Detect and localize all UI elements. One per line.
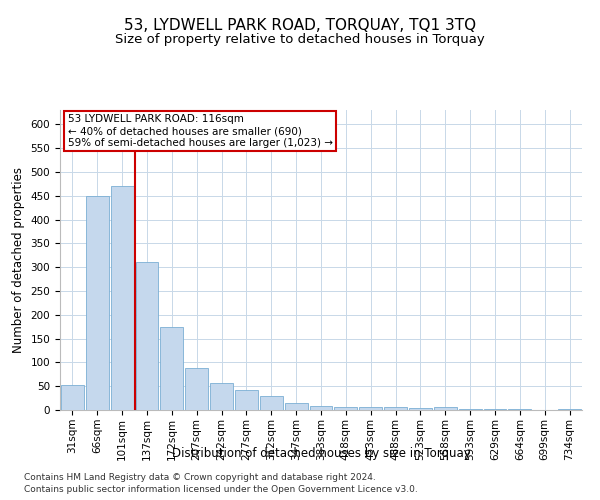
Bar — [484, 409, 506, 410]
Bar — [459, 408, 482, 410]
Bar — [384, 407, 407, 410]
Bar — [136, 262, 158, 410]
Bar — [310, 406, 332, 410]
Text: 53, LYDWELL PARK ROAD, TORQUAY, TQ1 3TQ: 53, LYDWELL PARK ROAD, TORQUAY, TQ1 3TQ — [124, 18, 476, 32]
Bar — [61, 385, 84, 410]
Bar — [235, 390, 258, 410]
Bar — [285, 403, 308, 410]
Bar — [508, 408, 531, 410]
Bar — [111, 186, 134, 410]
Bar — [558, 408, 581, 410]
Bar — [160, 326, 183, 410]
Bar — [185, 368, 208, 410]
Text: Distribution of detached houses by size in Torquay: Distribution of detached houses by size … — [172, 448, 470, 460]
Text: Contains HM Land Registry data © Crown copyright and database right 2024.: Contains HM Land Registry data © Crown c… — [24, 472, 376, 482]
Text: Contains public sector information licensed under the Open Government Licence v3: Contains public sector information licen… — [24, 485, 418, 494]
Text: Size of property relative to detached houses in Torquay: Size of property relative to detached ho… — [115, 32, 485, 46]
Text: 53 LYDWELL PARK ROAD: 116sqm
← 40% of detached houses are smaller (690)
59% of s: 53 LYDWELL PARK ROAD: 116sqm ← 40% of de… — [68, 114, 333, 148]
Bar — [260, 396, 283, 410]
Bar — [434, 406, 457, 410]
Bar — [359, 406, 382, 410]
Bar — [334, 406, 357, 410]
Bar — [409, 408, 432, 410]
Bar — [86, 196, 109, 410]
Bar — [210, 383, 233, 410]
Y-axis label: Number of detached properties: Number of detached properties — [12, 167, 25, 353]
